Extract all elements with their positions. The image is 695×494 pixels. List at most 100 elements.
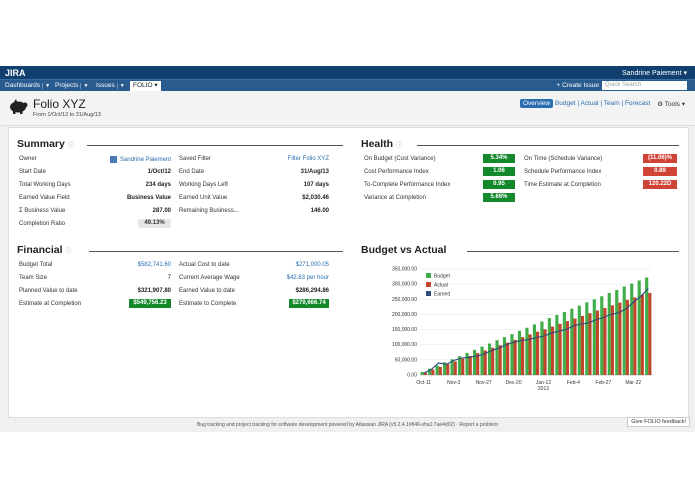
budget-bar — [502, 337, 507, 375]
budget-bar — [637, 280, 641, 375]
budget-bar — [510, 334, 514, 375]
budget-total-link[interactable]: $582,741.60 — [137, 262, 171, 268]
actual-bar — [483, 350, 487, 375]
x-tick-label: Feb-27 — [595, 380, 611, 386]
actual-bar — [640, 294, 644, 375]
info-icon[interactable]: ⓘ — [67, 143, 74, 149]
budget-bar — [607, 292, 611, 375]
view-tabs: Overview Budget | Actual | Team | Foreca… — [520, 99, 651, 108]
status-badge: $549,756.23 — [129, 299, 171, 308]
budget-bar — [600, 296, 604, 375]
budget-bar — [577, 305, 581, 375]
y-tick-label: 250,000.00 — [392, 297, 417, 303]
actual-bar — [513, 339, 517, 375]
actual-bar — [446, 364, 450, 375]
budget-bar — [592, 299, 596, 375]
budget-bar — [645, 277, 649, 375]
legend-label: Budget — [434, 274, 450, 280]
jira-logo[interactable]: JIRA — [5, 68, 26, 78]
actual-bar — [610, 305, 614, 375]
nav-projects[interactable]: Projects ▼ — [55, 82, 89, 89]
completion-ratio-badge: 49.13% — [138, 219, 171, 228]
info-icon[interactable]: ⓘ — [65, 249, 72, 255]
y-tick-label: 300,000.00 — [392, 282, 417, 288]
y-tick-label: 350,000.00 — [392, 267, 417, 273]
budget-bar — [585, 302, 589, 375]
nav-folio[interactable]: FOLIO ▾ — [130, 81, 161, 91]
top-bar: JIRA Sandrine Paiement ▾ — [0, 66, 695, 79]
tab-team[interactable]: Team — [603, 100, 620, 107]
actual-bar — [603, 308, 607, 375]
actual-bar — [431, 369, 435, 375]
actual-cost-link[interactable]: $271,000.05 — [295, 262, 329, 268]
budget-bar — [555, 315, 559, 375]
saved-filter-link[interactable]: Filter Folio XYZ — [287, 156, 329, 162]
y-tick-label: 0.00 — [407, 373, 417, 379]
status-badge: 5.34% — [483, 154, 515, 163]
nav-dashboards[interactable]: Dashboards ▼ — [5, 82, 51, 89]
budget-vs-actual-heading: Budget vs Actual — [361, 244, 447, 256]
owner-link[interactable]: Sandrine Paiement — [99, 156, 171, 163]
budget-bar — [450, 359, 454, 375]
feedback-button[interactable]: Give FOLIO feedback! — [627, 417, 690, 427]
budget-bar — [487, 343, 492, 375]
tools-menu[interactable]: ⚙ Tools ▾ — [657, 101, 685, 108]
date-range: From 1/Oct/12 to 31/Aug/13 — [33, 112, 101, 118]
legend-label: Actual — [434, 283, 448, 289]
page-header: Folio XYZ From 1/Oct/12 to 31/Aug/13 Ove… — [0, 91, 695, 126]
actual-bar — [423, 372, 427, 375]
status-badge: 5.66% — [483, 193, 515, 202]
tab-actual[interactable]: Actual — [580, 100, 599, 107]
status-badge: (11.06)% — [643, 154, 677, 163]
app-window: JIRA Sandrine Paiement ▾ Dashboards ▼ Pro… — [0, 66, 695, 432]
create-issue-button[interactable]: + Create Issue — [556, 82, 599, 89]
x-tick-label: Nov-3 — [447, 380, 461, 386]
tab-overview[interactable]: Overview — [520, 99, 554, 108]
avatar — [109, 156, 117, 163]
quick-search-input[interactable]: Quick Search — [602, 81, 687, 90]
legend-label: Earned — [434, 292, 450, 298]
legend-swatch — [426, 291, 431, 296]
summary-heading: Summary ⓘ — [17, 138, 74, 150]
nav-issues[interactable]: Issues ▼ — [96, 82, 125, 89]
average-wage-link[interactable]: $42.83 per hour — [286, 275, 329, 281]
budget-bar — [562, 312, 566, 375]
status-badge: 1.06 — [483, 167, 515, 176]
budget-bar — [435, 365, 439, 375]
tab-forecast[interactable]: Forecast — [624, 100, 651, 107]
budget-bar — [615, 289, 619, 375]
budget-bar — [420, 371, 424, 375]
nav-bar: Dashboards ▼ Projects ▼ Issues ▼ FOLIO ▾ + … — [0, 79, 695, 92]
info-icon[interactable]: ⓘ — [396, 143, 403, 149]
x-tick-label: Nov-27 — [476, 380, 492, 386]
actual-bar — [565, 321, 570, 375]
x-tick-label: Mar-22 — [625, 380, 641, 386]
actual-bar — [453, 361, 457, 375]
actual-bar — [550, 326, 555, 375]
financial-heading: Financial ⓘ — [17, 244, 72, 256]
budget-vs-actual-chart: 0.00 50,000.00 100,000.00 150,000.00 200,000… — [392, 267, 652, 392]
actual-bar — [558, 323, 562, 375]
actual-bar — [588, 313, 592, 375]
actual-bar — [528, 334, 532, 375]
budget-bar — [443, 362, 447, 375]
user-menu[interactable]: Sandrine Paiement ▾ — [621, 70, 687, 77]
status-badge: 0.95 — [483, 180, 515, 189]
x-tick-label: Dec-20 — [505, 380, 521, 386]
actual-bar — [580, 315, 585, 375]
status-badge: 0.89 — [643, 167, 677, 176]
tab-budget[interactable]: Budget — [554, 100, 576, 107]
page-title: Folio XYZ — [33, 97, 86, 111]
actual-bar — [618, 302, 622, 375]
actual-bar — [633, 297, 637, 375]
actual-bar — [498, 345, 502, 375]
budget-bar — [630, 283, 634, 375]
y-tick-label: 150,000.00 — [392, 327, 417, 333]
actual-bar — [476, 353, 480, 375]
budget-bar — [570, 308, 574, 375]
x-tick-label: Oct-11 — [416, 380, 431, 386]
actual-bar — [625, 299, 629, 375]
budget-bar — [465, 352, 469, 375]
status-badge: 120.22D — [643, 180, 677, 189]
actual-bar — [491, 347, 495, 375]
